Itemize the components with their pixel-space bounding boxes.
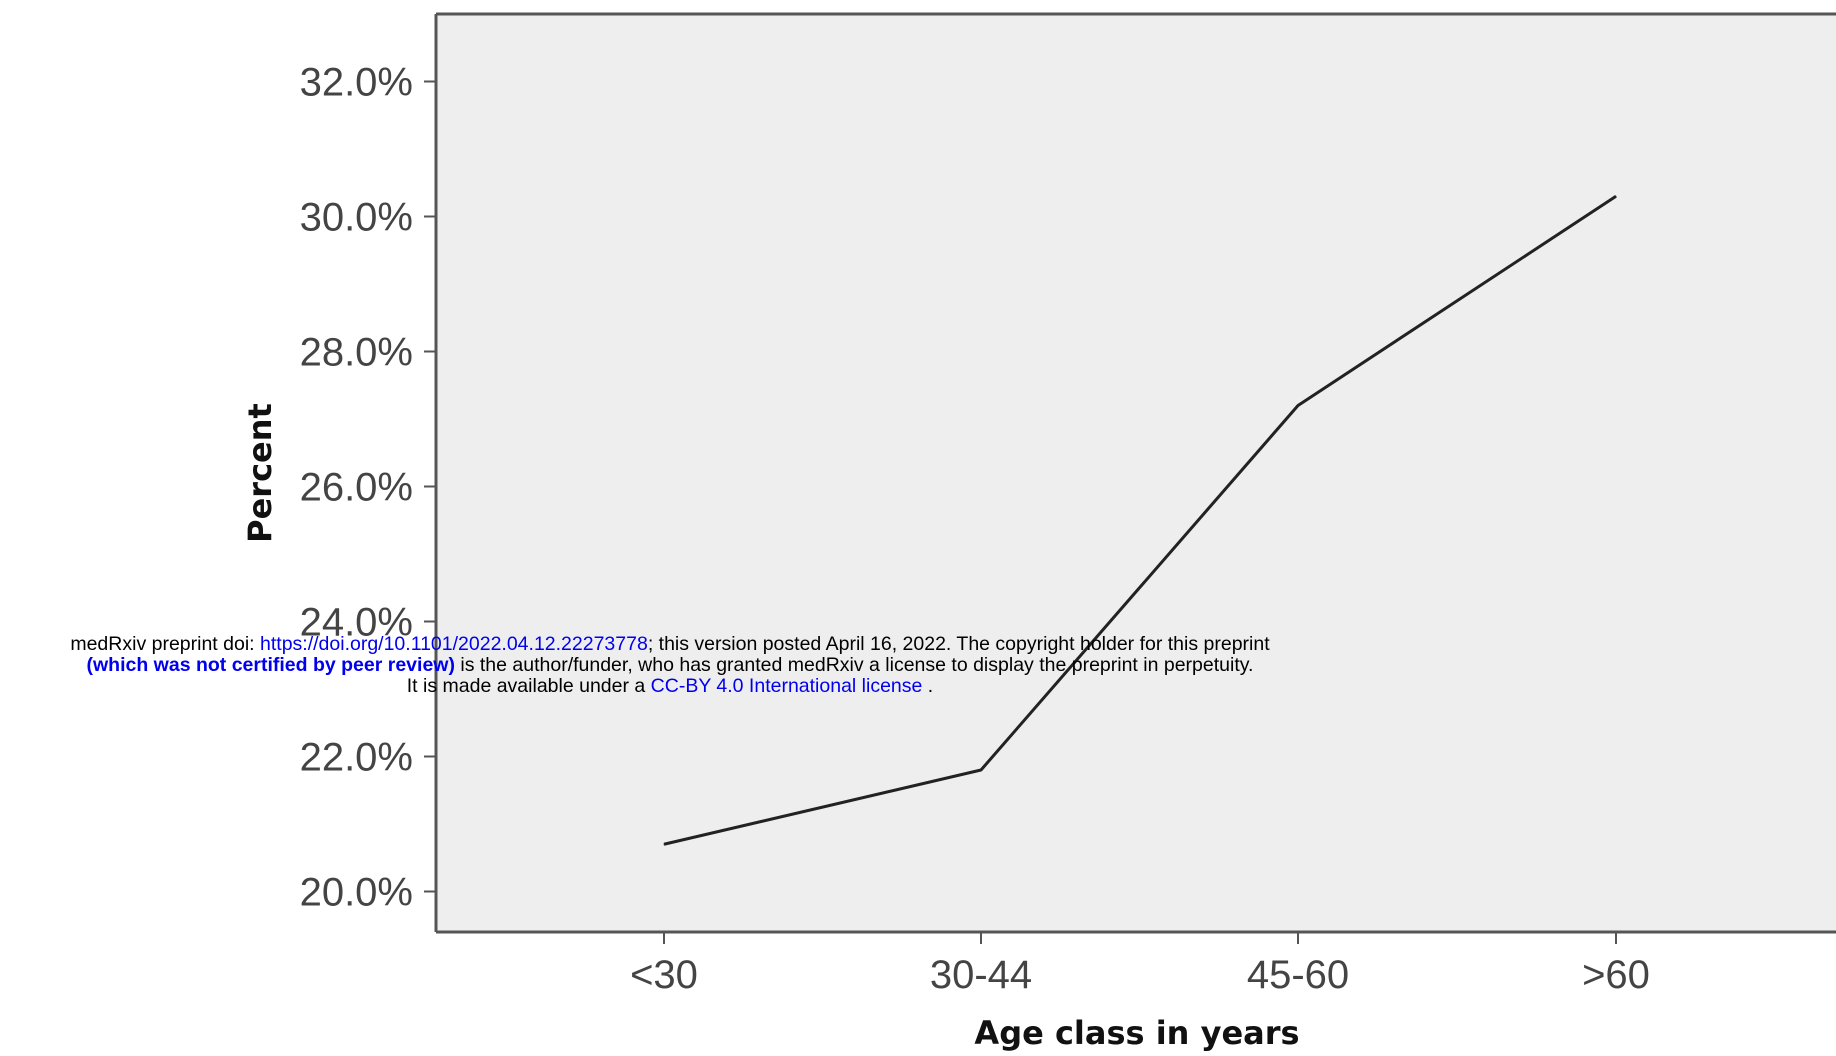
- data-point: [663, 843, 665, 845]
- y-tick-label: 22.0%: [300, 736, 413, 780]
- availability-suffix: .: [922, 675, 934, 697]
- x-tick-label: 45-60: [1247, 953, 1349, 997]
- x-tick-label: >60: [1582, 953, 1650, 997]
- y-axis-title: Percent: [241, 403, 279, 543]
- doi-prefix-text: medRxiv preprint doi:: [70, 633, 261, 655]
- plot-area: [436, 14, 1836, 932]
- y-tick-label: 30.0%: [300, 196, 413, 240]
- preprint-notice: medRxiv preprint doi: https://doi.org/10…: [0, 634, 1340, 697]
- x-tick-label: <30: [630, 953, 698, 997]
- y-tick-label: 24.0%: [300, 601, 413, 645]
- x-axis-ticks: <30 30-44 45-60 >60: [630, 932, 1650, 997]
- preprint-notice-line-2: (which was not certified by peer review)…: [0, 655, 1340, 676]
- data-series: [663, 194, 1617, 846]
- x-tick-label: 30-44: [930, 953, 1032, 997]
- license-grant-text: is the author/funder, who has granted me…: [454, 654, 1254, 676]
- availability-text: It is made available under a: [406, 675, 651, 697]
- y-tick-label: 26.0%: [300, 466, 413, 510]
- peer-review-notice: (which was not certified by peer review): [86, 654, 455, 676]
- preprint-notice-line-1: medRxiv preprint doi: https://doi.org/10…: [0, 634, 1340, 655]
- data-point: [1615, 195, 1617, 197]
- y-tick-label: 20.0%: [300, 871, 413, 915]
- doi-link[interactable]: https://doi.org/10.1101/2022.04.12.22273…: [260, 633, 648, 655]
- preprint-notice-line-3: It is made available under a CC-BY 4.0 I…: [0, 676, 1340, 697]
- x-axis-title: Age class in years: [974, 1014, 1299, 1052]
- copyright-text: ; this version posted April 16, 2022. Th…: [647, 633, 1270, 655]
- y-axis-ticks: 20.0% 22.0% 24.0% 26.0% 28.0% 30.0% 32.0%: [300, 61, 436, 915]
- y-tick-label: 28.0%: [300, 331, 413, 375]
- data-point: [980, 769, 982, 771]
- y-tick-label: 32.0%: [300, 61, 413, 105]
- series-line: [663, 194, 1617, 846]
- license-link[interactable]: CC-BY 4.0 International license: [650, 675, 923, 697]
- data-point: [1297, 405, 1299, 406]
